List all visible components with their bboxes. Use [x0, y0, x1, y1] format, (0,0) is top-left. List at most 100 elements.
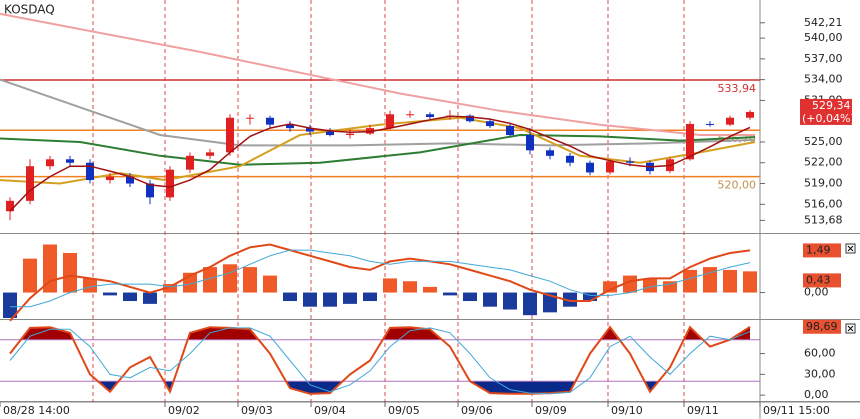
candle-body [466, 115, 474, 122]
indicator-line [0, 133, 756, 166]
histogram-bar [83, 278, 97, 293]
candle-body [686, 123, 694, 160]
candle-body [326, 131, 334, 136]
y-tick-label: 0,00 [804, 388, 829, 401]
candle-body [26, 166, 34, 201]
x-tick-label: 09/02 [168, 404, 200, 417]
histogram-bar [743, 271, 757, 293]
histogram-bar [163, 284, 177, 293]
indicator-line [0, 78, 756, 147]
histogram-bar [263, 275, 277, 293]
x-tick-label: 09/04 [314, 404, 346, 417]
x-tick-label: 09/09 [535, 404, 567, 417]
y-tick-label: 519,00 [804, 177, 843, 190]
candle-body [526, 135, 534, 151]
candle-body [146, 183, 154, 198]
x-tick-label: 09/06 [461, 404, 493, 417]
x-tick-label: 09/11 [687, 404, 719, 417]
histogram-bar [283, 292, 297, 302]
histogram-bar [143, 292, 157, 304]
close-icon[interactable] [847, 325, 854, 332]
candle-body [486, 121, 494, 127]
histogram-bar [483, 292, 497, 307]
candle-body [726, 117, 734, 125]
candle-body [506, 126, 514, 136]
x-tick-label: 09/05 [388, 404, 420, 417]
price-line-label: 520,00 [718, 179, 757, 192]
candle-body [86, 162, 94, 181]
histogram-bar [643, 278, 657, 293]
candle-body [166, 169, 174, 198]
y-tick-label: 534,00 [804, 73, 843, 86]
histogram-bar [463, 292, 477, 302]
candle-body [546, 150, 554, 156]
histogram-bar [583, 292, 597, 302]
candle-body [206, 152, 214, 156]
histogram-bar [523, 292, 537, 316]
value-box [803, 243, 841, 258]
candle-body [6, 200, 14, 212]
candle-body [106, 176, 114, 181]
candle-body [626, 161, 634, 163]
histogram-bar [363, 292, 377, 302]
y-tick-label: 516,00 [804, 197, 843, 210]
close-icon[interactable] [847, 245, 854, 252]
candle-body [566, 155, 574, 163]
indicator-line [10, 249, 751, 308]
x-tick-label: 09/11 15:00 [763, 404, 830, 417]
y-tick-label: 522,00 [804, 156, 843, 169]
candle-body [266, 117, 274, 125]
candle-body [186, 155, 194, 170]
x-tick-label: 08/28 14:00 [3, 404, 70, 417]
candle-body [426, 114, 434, 118]
close-button[interactable] [845, 243, 856, 254]
y-tick-label: 537,00 [804, 52, 843, 65]
histogram-bar [223, 264, 237, 293]
histogram-bar [123, 292, 137, 302]
histogram-bar [23, 258, 37, 293]
candle-body [706, 123, 714, 125]
histogram-bar [503, 292, 517, 310]
histogram-bar [563, 292, 577, 307]
price-line-label: 533,94 [718, 82, 757, 95]
candle-body [346, 133, 354, 136]
histogram-bar [443, 292, 457, 296]
histogram-bar [243, 267, 257, 293]
close-button[interactable] [845, 323, 856, 334]
histogram-bar [683, 269, 697, 293]
candle-body [226, 117, 234, 153]
x-tick-label: 09/10 [611, 404, 643, 417]
histogram-bar [63, 252, 77, 293]
value-box-label: 0,43 [806, 273, 831, 286]
candle-body [246, 117, 254, 119]
value-box [803, 319, 841, 334]
value-box-label: 98,69 [806, 320, 838, 333]
histogram-bar [603, 281, 617, 293]
candle-body [126, 176, 134, 184]
indicator-line [9, 115, 751, 212]
y-tick-label: 525,00 [804, 135, 843, 148]
last-price: 529,34 [812, 99, 851, 112]
y-tick-label: 60,00 [804, 347, 836, 360]
y-tick-label: 30,00 [804, 367, 836, 380]
histogram-bar [403, 281, 417, 293]
last-change: (+0,04%) [802, 112, 855, 125]
histogram-bar [543, 292, 557, 313]
y-tick-label: 0,00 [804, 286, 829, 299]
indicator-line [9, 325, 751, 395]
candle-body [66, 159, 74, 163]
candle-body [606, 161, 614, 173]
histogram-bar [203, 267, 217, 293]
histogram-bar [323, 292, 337, 307]
indicator-line [9, 327, 751, 395]
y-tick-label: 542,21 [804, 16, 843, 29]
chart-title: KOSDAQ [4, 3, 55, 17]
x-tick-label: 09/03 [241, 404, 273, 417]
candle-body [286, 124, 294, 129]
value-box-label: 1,49 [806, 243, 831, 256]
value-box [803, 273, 841, 288]
indicator-line [0, 12, 755, 136]
candle-body [46, 159, 54, 167]
